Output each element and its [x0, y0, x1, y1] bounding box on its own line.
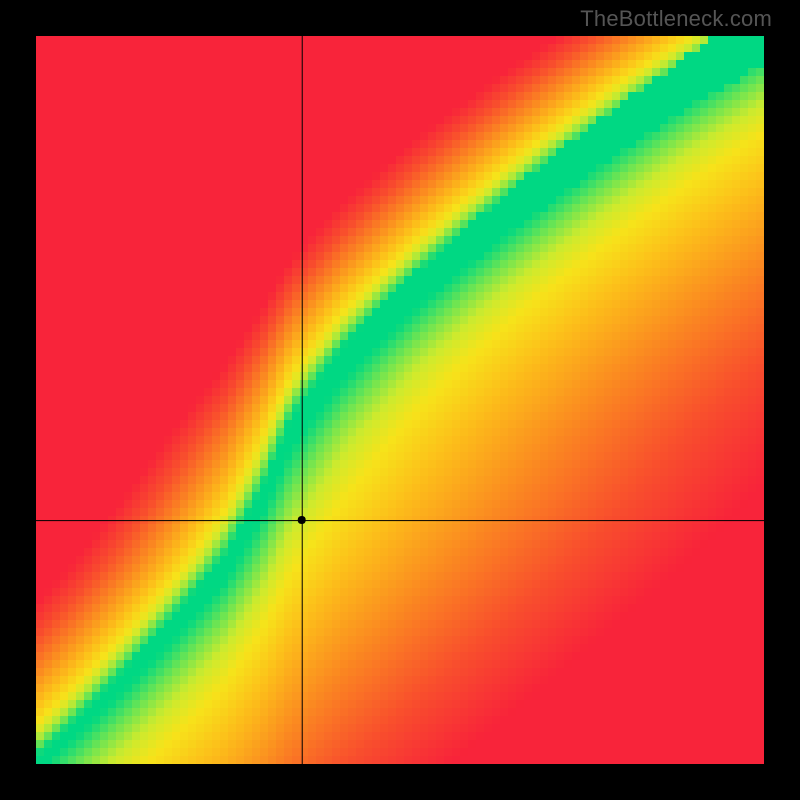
watermark-text: TheBottleneck.com	[580, 6, 772, 32]
